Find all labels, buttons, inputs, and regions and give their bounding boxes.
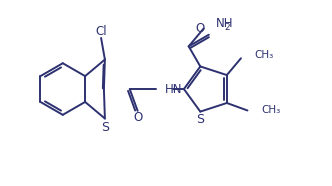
Text: HN: HN [164, 83, 182, 96]
Text: CH₃: CH₃ [255, 50, 274, 60]
Text: NH: NH [215, 17, 233, 30]
Text: S: S [101, 121, 109, 134]
Text: O: O [133, 111, 142, 124]
Text: S: S [196, 113, 204, 126]
Text: CH₃: CH₃ [261, 105, 281, 116]
Text: 2: 2 [225, 23, 230, 32]
Text: O: O [195, 22, 205, 35]
Text: Cl: Cl [95, 25, 107, 39]
